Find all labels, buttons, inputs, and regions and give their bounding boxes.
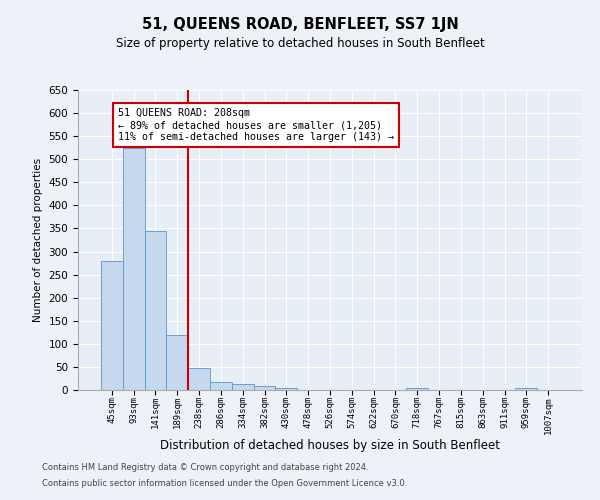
Bar <box>101 261 123 390</box>
Text: Contains public sector information licensed under the Open Government Licence v3: Contains public sector information licen… <box>42 478 407 488</box>
Bar <box>145 231 166 390</box>
Text: Contains HM Land Registry data © Crown copyright and database right 2024.: Contains HM Land Registry data © Crown c… <box>42 464 368 472</box>
Bar <box>123 148 145 390</box>
Bar <box>210 382 232 390</box>
Text: Size of property relative to detached houses in South Benfleet: Size of property relative to detached ho… <box>116 38 484 51</box>
Bar <box>188 368 210 390</box>
Text: 51 QUEENS ROAD: 208sqm
← 89% of detached houses are smaller (1,205)
11% of semi-: 51 QUEENS ROAD: 208sqm ← 89% of detached… <box>118 108 394 142</box>
Bar <box>232 384 254 390</box>
Bar <box>254 386 275 390</box>
Y-axis label: Number of detached properties: Number of detached properties <box>33 158 43 322</box>
Bar <box>275 388 297 390</box>
Bar <box>406 388 428 390</box>
Bar <box>515 388 537 390</box>
Bar <box>166 334 188 390</box>
X-axis label: Distribution of detached houses by size in South Benfleet: Distribution of detached houses by size … <box>160 440 500 452</box>
Text: 51, QUEENS ROAD, BENFLEET, SS7 1JN: 51, QUEENS ROAD, BENFLEET, SS7 1JN <box>142 18 458 32</box>
